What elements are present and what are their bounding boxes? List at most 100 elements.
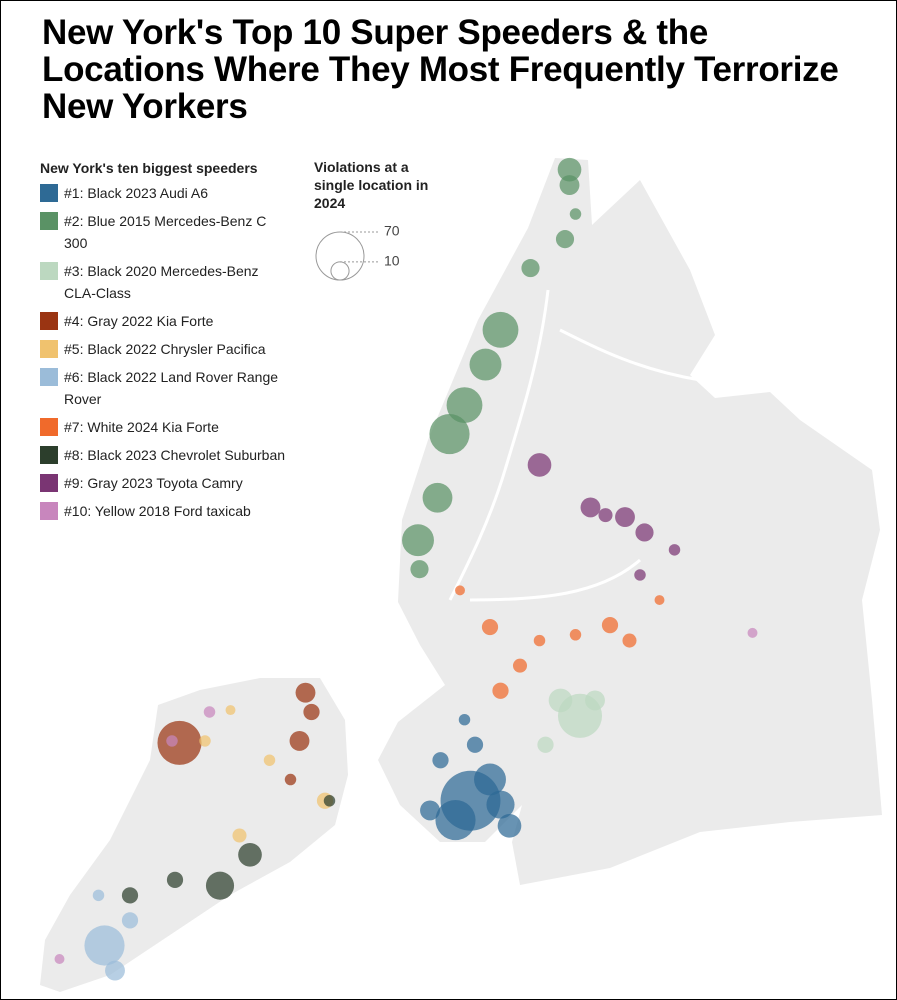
legend-label: #2: Blue 2015 Mercedes-Benz C 300 [64, 213, 267, 251]
legend-item: #2: Blue 2015 Mercedes-Benz C 300 [40, 210, 290, 254]
legend-title: New York's ten biggest speeders [40, 160, 258, 176]
bubble [232, 828, 247, 843]
legend-label: #8: Black 2023 Chevrolet Suburban [64, 447, 286, 463]
bubble [166, 871, 184, 889]
bubble [420, 800, 440, 821]
bubble [615, 507, 635, 527]
bubble [486, 790, 515, 819]
bubble [458, 713, 471, 726]
bubble [521, 259, 540, 278]
bubble [429, 413, 470, 455]
bubble [654, 595, 665, 606]
title: New York's Top 10 Super Speeders & the L… [42, 13, 839, 126]
size-legend-label: 10 [384, 253, 400, 269]
bubble [527, 453, 552, 477]
legend-item: #10: Yellow 2018 Ford taxicab [40, 500, 290, 522]
bubble [569, 629, 582, 641]
bubble [455, 585, 465, 596]
size-legend-title: Violations at a single location in 2024 [314, 159, 429, 211]
bubble [482, 311, 519, 348]
legend-item: #9: Gray 2023 Toyota Camry [40, 472, 290, 494]
legend-swatch [40, 474, 58, 492]
bubble [469, 348, 502, 381]
legend-label: #7: White 2024 Kia Forte [64, 419, 219, 435]
bubble [512, 658, 528, 673]
legend-label: #9: Gray 2023 Toyota Camry [64, 475, 243, 491]
legend-item: #7: White 2024 Kia Forte [40, 416, 290, 438]
bubble [548, 688, 573, 713]
legend-label: #4: Gray 2022 Kia Forte [64, 313, 214, 329]
legend-swatch [40, 446, 58, 464]
bubble [555, 230, 575, 249]
bubble [668, 544, 681, 556]
legend-label: #6: Black 2022 Land Rover Range Rover [64, 369, 279, 407]
bubble [635, 523, 654, 542]
legend-swatch [40, 262, 58, 280]
water-lines [448, 289, 701, 602]
bubble [410, 560, 429, 579]
bubble [84, 925, 125, 966]
bubble [121, 887, 139, 904]
bubble [557, 157, 582, 182]
bubble [205, 871, 235, 900]
bubble [166, 735, 178, 747]
bubble [474, 763, 506, 796]
bubble [157, 720, 202, 765]
bubble [402, 524, 434, 557]
legend-swatch [40, 418, 58, 436]
legend-item: #6: Black 2022 Land Rover Range Rover [40, 366, 290, 410]
legend-swatch [40, 340, 58, 358]
bubble [105, 960, 125, 981]
bubble [634, 569, 646, 581]
legend-swatch [40, 502, 58, 520]
legend-item: #3: Black 2020 Mercedes-Benz CLA-Class [40, 260, 290, 304]
bubble [289, 730, 310, 751]
size-legend-circle [315, 231, 365, 281]
legend-swatch [40, 184, 58, 202]
bubble [481, 618, 499, 636]
bubble [601, 617, 619, 634]
bubble [92, 889, 105, 902]
bubble [492, 682, 509, 699]
bubble [422, 482, 453, 513]
bubble [446, 387, 483, 424]
bubble [569, 208, 582, 220]
legend-swatch [40, 368, 58, 386]
size-legend-circle [330, 261, 350, 281]
bubble [263, 754, 276, 766]
bubble [622, 633, 637, 648]
bubble [497, 814, 522, 838]
legend-swatch [40, 312, 58, 330]
bubble [323, 795, 336, 807]
bubble [598, 508, 613, 523]
bubble [225, 705, 236, 716]
bubble [537, 736, 554, 753]
legend-label: #1: Black 2023 Audi A6 [64, 185, 208, 201]
bubble [199, 735, 211, 747]
legend-label: #10: Yellow 2018 Ford taxicab [64, 503, 251, 519]
bubble [559, 175, 580, 196]
size-legend: 70 10 [315, 223, 400, 281]
bubble [295, 682, 316, 703]
legend-item: #1: Black 2023 Audi A6 [40, 182, 290, 204]
legend: New York's ten biggest speeders #1: Blac… [40, 160, 290, 528]
bubble [466, 736, 484, 753]
bubble [432, 752, 449, 769]
bubble [121, 912, 139, 929]
bubbles [54, 157, 758, 981]
legend-item: #4: Gray 2022 Kia Forte [40, 310, 290, 332]
bubble [533, 634, 546, 647]
legend-item: #5: Black 2022 Chrysler Pacifica [40, 338, 290, 360]
bubble [54, 954, 65, 964]
newtown-creek [469, 558, 641, 602]
bubble [585, 690, 605, 711]
legend-label: #5: Black 2022 Chrysler Pacifica [64, 341, 266, 357]
legend-item: #8: Black 2023 Chevrolet Suburban [40, 444, 290, 466]
bubble [203, 706, 216, 718]
size-legend-label: 70 [384, 223, 400, 239]
bubble [435, 799, 476, 841]
bubble [580, 497, 601, 518]
bubble [238, 842, 262, 867]
